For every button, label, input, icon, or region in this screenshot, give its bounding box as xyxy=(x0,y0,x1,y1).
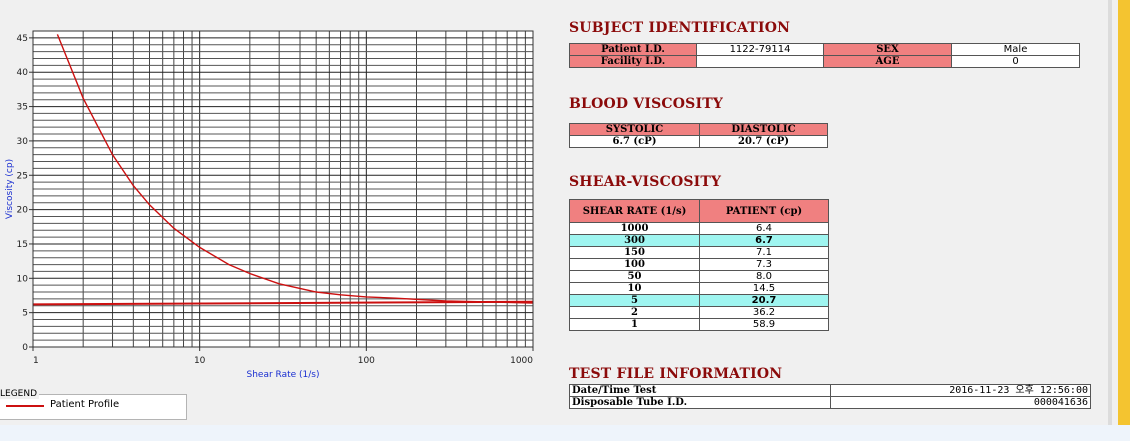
patient-cp-cell: 20.7 xyxy=(699,294,829,307)
patient-cp-cell: 14.5 xyxy=(699,282,829,295)
shear-viscosity-table: SHEAR RATE (1/s) PATIENT (cp) 1000 6.4 30… xyxy=(569,199,829,331)
legend-title: LEGEND xyxy=(0,389,40,399)
y-tick-label: 15 xyxy=(17,240,28,250)
sex-label: SEX xyxy=(823,43,952,56)
x-tick-label: 100 xyxy=(358,356,375,366)
x-axis-label: Shear Rate (1/s) xyxy=(247,370,320,380)
y-tick-label: 5 xyxy=(22,309,28,319)
shear-rate-cell: 100 xyxy=(569,258,700,271)
patient-id-label: Patient I.D. xyxy=(569,43,697,56)
table-row: 1 58.9 xyxy=(569,318,829,331)
facility-id-value xyxy=(696,55,824,68)
patient-cp-cell: 58.9 xyxy=(699,318,829,331)
plot-frame xyxy=(32,30,534,348)
patient-cp-cell: 7.1 xyxy=(699,246,829,259)
y-tick-label: 45 xyxy=(17,34,28,44)
table-row: 100 7.3 xyxy=(569,258,829,271)
patient-cp-cell: 8.0 xyxy=(699,270,829,283)
shear-rate-cell: 150 xyxy=(569,246,700,259)
patient-profile-line xyxy=(56,34,534,304)
vertical-separator xyxy=(1108,0,1112,425)
facility-id-label: Facility I.D. xyxy=(569,55,697,68)
table-row-highlighted: 300 6.7 xyxy=(569,234,829,247)
age-value: 0 xyxy=(951,55,1080,68)
x-tick-label: 10 xyxy=(194,356,206,366)
legend-swatch xyxy=(6,405,44,407)
test-file-table: Date/Time Test 2016-11-23 오후 12:56:00 Di… xyxy=(569,384,1091,409)
chart-series xyxy=(32,34,534,306)
y-tick-label: 10 xyxy=(17,274,29,284)
patient-cp-cell: 6.7 xyxy=(699,234,829,247)
shear-rate-cell: 300 xyxy=(569,234,700,247)
chart-grid xyxy=(33,31,533,347)
shear-rate-cell: 1 xyxy=(569,318,700,331)
chart-ticks: 0 5 10 15 20 25 30 35 40 45 1 10 100 1000 xyxy=(17,34,534,366)
table-row: 2 36.2 xyxy=(569,306,829,319)
patient-cp-cell: 6.4 xyxy=(699,222,829,235)
subject-table: Patient I.D. 1122-79114 SEX Male Facilit… xyxy=(569,43,1080,68)
tube-id-value: 000041636 xyxy=(830,396,1091,409)
shear-viscosity-heading: SHEAR-VISCOSITY xyxy=(569,174,722,190)
viscosity-chart: 0 5 10 15 20 25 30 35 40 45 1 10 100 1000 Shear Rate … xyxy=(5,30,534,380)
patient-cp-cell: 36.2 xyxy=(699,306,829,319)
blood-viscosity-table: SYSTOLIC DIASTOLIC 6.7 (cP) 20.7 (cP) xyxy=(569,123,828,148)
patient-id-value: 1122-79114 xyxy=(696,43,824,56)
table-row-highlighted: 5 20.7 xyxy=(569,294,829,307)
table-row: 10 14.5 xyxy=(569,282,829,295)
y-axis-label: Viscosity (cp) xyxy=(5,159,15,219)
tube-id-label: Disposable Tube I.D. xyxy=(569,396,831,409)
table-row: 50 8.0 xyxy=(569,270,829,283)
y-tick-label: 35 xyxy=(17,103,28,113)
legend-item-label: Patient Profile xyxy=(50,399,120,410)
y-tick-label: 20 xyxy=(17,206,29,216)
shear-rate-cell: 2 xyxy=(569,306,700,319)
scrollbar[interactable] xyxy=(1118,0,1130,425)
patient-cp-cell: 7.3 xyxy=(699,258,829,271)
shear-rate-header: SHEAR RATE (1/s) xyxy=(569,199,700,223)
shear-rate-cell: 1000 xyxy=(569,222,700,235)
systolic-value: 6.7 (cP) xyxy=(569,135,700,148)
diastolic-value: 20.7 (cP) xyxy=(699,135,828,148)
systolic-label: SYSTOLIC xyxy=(569,123,700,136)
date-time-label: Date/Time Test xyxy=(569,384,831,397)
y-tick-label: 30 xyxy=(17,137,29,147)
diastolic-label: DIASTOLIC xyxy=(699,123,828,136)
test-file-heading: TEST FILE INFORMATION xyxy=(569,366,783,382)
x-tick-label: 1 xyxy=(33,356,39,366)
y-tick-label: 40 xyxy=(17,68,29,78)
age-label: AGE xyxy=(823,55,952,68)
status-strip xyxy=(0,425,1130,441)
shear-rate-cell: 10 xyxy=(569,282,700,295)
sex-value: Male xyxy=(951,43,1080,56)
patient-cp-header: PATIENT (cp) xyxy=(699,199,829,223)
shear-rate-cell: 5 xyxy=(569,294,700,307)
y-tick-label: 25 xyxy=(17,171,28,181)
table-row: 150 7.1 xyxy=(569,246,829,259)
table-row: 1000 6.4 xyxy=(569,222,829,235)
subject-heading: SUBJECT IDENTIFICATION xyxy=(569,20,791,36)
y-tick-label: 0 xyxy=(22,343,28,353)
shear-rate-cell: 50 xyxy=(569,270,700,283)
date-time-value: 2016-11-23 오후 12:56:00 xyxy=(830,384,1091,397)
x-tick-label: 1000 xyxy=(510,356,533,366)
blood-viscosity-heading: BLOOD VISCOSITY xyxy=(569,96,724,112)
baseline-line xyxy=(32,300,534,306)
